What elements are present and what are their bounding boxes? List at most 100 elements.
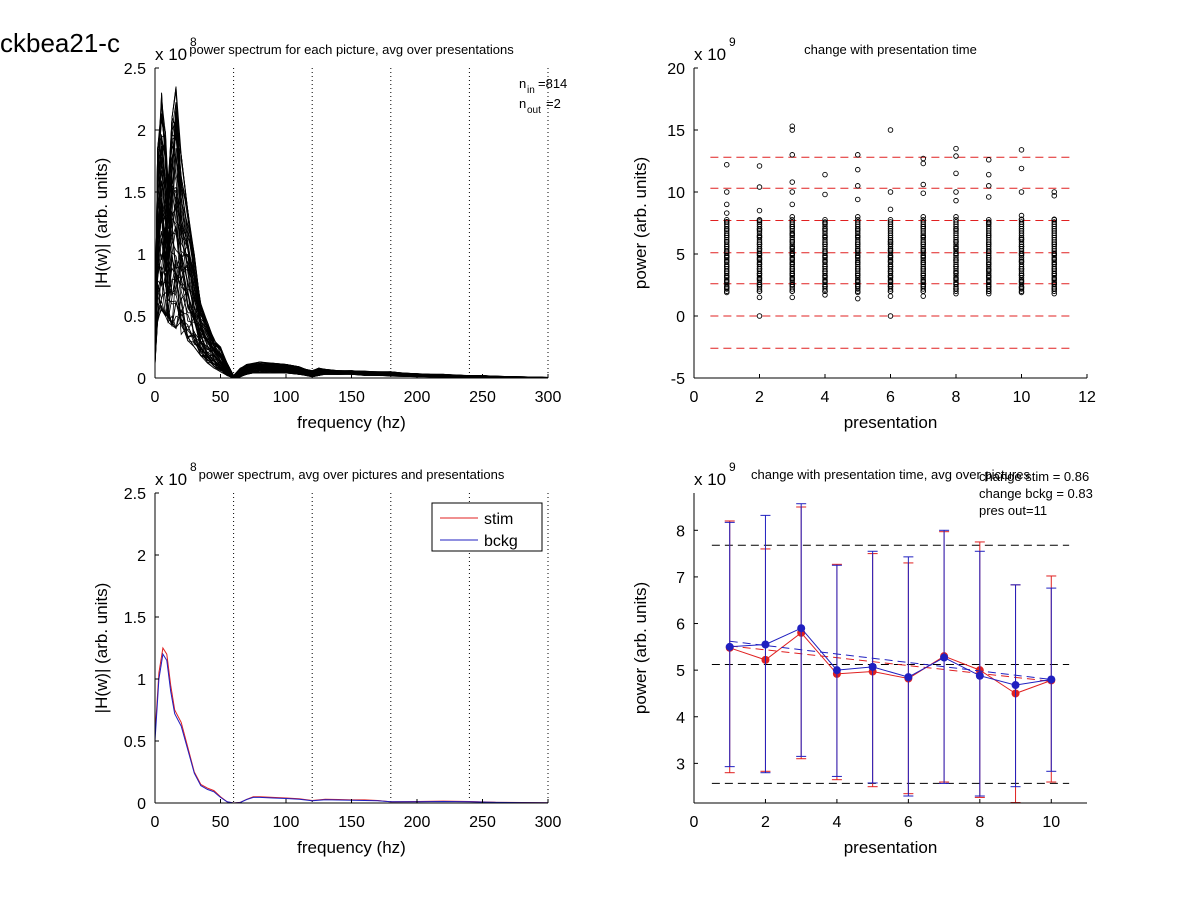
picture-spectrum-line [154, 86, 549, 378]
x-tick-label: 50 [212, 814, 230, 831]
scatter-point [920, 217, 927, 223]
scatter-point [756, 217, 763, 223]
y-tick-label: 15 [667, 123, 685, 140]
x-tick-label: 4 [821, 389, 830, 406]
scatter-point [789, 294, 796, 301]
scatter-point [855, 152, 861, 158]
series-point-bckg [832, 666, 841, 675]
scatter-point [756, 219, 763, 225]
y-axis-label: |H(w)| (arb. units) [92, 158, 111, 289]
series-point-bckg [904, 673, 913, 682]
x-tick-label: 2 [761, 814, 770, 831]
scatter-point [1051, 192, 1057, 199]
y-tick-label: 5 [676, 247, 685, 264]
y-exponent-label: x 10 [694, 45, 726, 64]
y-axis-label: power (arb. units) [631, 582, 650, 714]
y-tick-label: 2.5 [124, 61, 146, 78]
series-point-bckg [1047, 675, 1056, 684]
y-tick-label: 0.5 [124, 734, 146, 751]
x-tick-label: 2 [755, 389, 764, 406]
x-axis-label: presentation [844, 413, 938, 432]
annotation-n-out-sub: out [527, 105, 541, 116]
annotation-n-out: =2 [546, 96, 561, 111]
y-tick-label: 5 [676, 663, 685, 680]
x-tick-label: 0 [690, 814, 699, 831]
scatter-point [789, 189, 796, 195]
y-exponent-power: 8 [190, 35, 197, 49]
series-line-stim [729, 632, 1052, 695]
y-tick-label: 3 [676, 756, 685, 773]
scatter-point [789, 123, 796, 130]
x-tick-label: 100 [273, 814, 300, 831]
series-line-bckg [154, 652, 549, 804]
scatter-point [887, 219, 894, 225]
trend-line-stim [729, 645, 1052, 682]
scatter-point [822, 171, 828, 178]
figure-title: ckbea21-c [0, 28, 120, 58]
y-exponent-label: x 10 [155, 470, 187, 489]
x-tick-label: 10 [1042, 814, 1060, 831]
x-axis-label: presentation [844, 838, 938, 857]
scatter-point [887, 293, 894, 299]
scatter-point [855, 214, 861, 220]
y-tick-label: 0.5 [124, 309, 146, 326]
scatter-point [920, 190, 927, 196]
series-point-bckg [797, 624, 806, 633]
y-exponent-power: 8 [190, 460, 197, 474]
scatter-point [756, 294, 763, 301]
annotation-line: change bckg = 0.83 [979, 486, 1093, 501]
chart-panel-3: stim bckg 0 50 100 150 200 250 300 0 0.5 1 1.5 2 2.5 fr… [92, 460, 561, 857]
scatter-point [1051, 217, 1057, 223]
scatter-point [1018, 217, 1025, 223]
series-point-bckg [940, 653, 949, 662]
y-tick-label: 0 [137, 796, 146, 813]
trend-line-bckg [729, 640, 1052, 680]
scatter-point [724, 201, 730, 208]
y-tick-label: 1 [137, 672, 146, 689]
scatter-point [887, 217, 894, 223]
chart-title: power spectrum, avg over pictures and pr… [199, 467, 505, 482]
scatter-point [1018, 189, 1025, 195]
y-tick-label: 20 [667, 61, 685, 78]
y-exponent-power: 9 [729, 460, 736, 474]
scatter-point [789, 214, 796, 220]
x-tick-label: 50 [212, 389, 230, 406]
scatter-point [953, 153, 959, 159]
legend-box [431, 502, 543, 552]
series-point-bckg [725, 642, 734, 651]
scatter-point [822, 191, 828, 198]
scatter-point [756, 207, 763, 214]
scatter-point [920, 160, 927, 167]
series-line-bckg [729, 627, 1052, 686]
x-axis-label: frequency (hz) [297, 413, 406, 432]
y-tick-label: 1.5 [124, 610, 146, 627]
scatter-point [953, 189, 959, 195]
y-tick-label: 4 [676, 710, 685, 727]
y-tick-label: 2.5 [124, 486, 146, 503]
scatter-point [1051, 189, 1057, 195]
y-exponent-label: x 10 [155, 45, 187, 64]
picture-spectrum-line [154, 99, 549, 378]
x-tick-label: 200 [404, 389, 431, 406]
scatter-point [986, 171, 992, 178]
series-point-bckg [975, 671, 984, 680]
picture-spectrum-line [154, 213, 549, 379]
chart-panel-2: 0 2 4 6 8 10 12 -5 0 5 10 15 20 presentation power (ar… [631, 35, 1096, 432]
scatter-point [920, 181, 927, 188]
annotation-n-out-label: n [519, 96, 526, 111]
scatter-point [724, 219, 730, 225]
picture-spectrum-line [154, 111, 549, 378]
y-tick-label: 2 [137, 548, 146, 565]
y-tick-label: 7 [676, 570, 685, 587]
scatter-point [986, 219, 992, 225]
chart-title: change with presentation time, avg over … [751, 467, 1030, 482]
y-axis-label: power (arb. units) [631, 157, 650, 289]
x-tick-label: 150 [338, 389, 365, 406]
scatter-point [789, 217, 796, 223]
scatter-point [756, 184, 763, 190]
legend-label-stim: stim [484, 511, 513, 528]
chart-title: power spectrum for each picture, avg ove… [189, 42, 514, 57]
scatter-point [953, 197, 959, 204]
scatter-point [789, 201, 796, 208]
